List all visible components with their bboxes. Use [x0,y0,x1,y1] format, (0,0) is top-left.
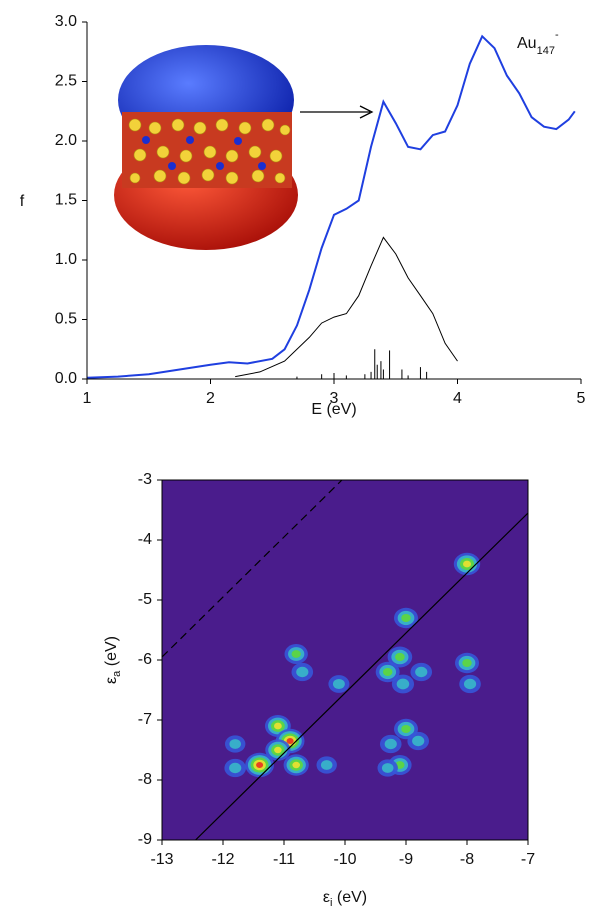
hotspot [283,754,309,776]
label-subscript: a [111,670,123,677]
y-axis-label: εa (eV) [103,636,123,684]
annotation-subscript: 147 [537,45,555,57]
hotspot [455,652,479,674]
hotspot [377,759,398,777]
reference-line [195,512,528,840]
hotspot [375,661,400,683]
label-unit: (eV) [332,889,367,906]
x-tick-label: -10 [333,851,356,868]
hotspot [328,675,350,693]
arrow-head [359,105,374,119]
hotspot-level [274,746,282,754]
hotspot [387,646,413,668]
y-tick-label: 3.0 [55,13,77,30]
y-tick-label: -8 [138,771,152,788]
hotspot-level [463,678,477,690]
y-tick-label: -9 [138,831,152,848]
hotspot [459,674,481,694]
label-unit: (eV) [103,636,120,671]
reference-line [162,480,343,658]
y-tick-label: 1.0 [55,251,77,268]
hotspot-level [291,650,301,658]
hotspot-level [401,724,411,734]
x-tick-label: -8 [460,851,474,868]
hotspot-level [229,739,241,749]
hotspot-level [292,761,301,769]
x-tick-label: 4 [453,390,462,407]
y-tick-label: -6 [138,651,152,668]
hotspot-level [286,737,294,745]
hotspot-level [401,613,411,623]
hotspot [407,731,430,751]
hotspot-level [320,760,333,770]
hotspot [224,758,246,778]
y-tick-label: 2.0 [55,132,77,149]
hotspot-level [384,738,397,750]
hotspot-level [274,722,282,730]
annotation-superscript: - [555,29,559,41]
hotspot-level [382,667,393,677]
hotspot-level [412,735,425,747]
x-tick-label: -11 [273,851,295,868]
hotspot-level [332,678,345,690]
x-tick-label: 2 [206,390,215,407]
hotspot-level [296,666,309,678]
hotspot [391,674,415,694]
series-line [235,236,458,378]
y-axis-label: f [20,193,25,210]
x-axis-label: εi (eV) [323,889,367,909]
x-tick-label: 3 [330,390,339,407]
x-tick-label: -7 [521,851,535,868]
series-line [86,34,576,379]
hotspot-level [463,560,471,568]
label-symbol: ε [323,889,330,906]
y-tick-label: 1.5 [55,192,77,209]
label-subscript: i [330,897,332,909]
y-tick-label: -5 [138,591,152,608]
hotspot [316,756,337,774]
hotspot-level [381,763,394,773]
hotspot [225,735,246,753]
y-tick-label: -7 [138,711,152,728]
hotspot [379,734,402,754]
y-tick-label: 2.5 [55,73,77,90]
hotspot [291,662,314,682]
annotation: Au147- [517,29,559,57]
y-tick-label: 0.0 [55,370,77,387]
x-tick-label: 5 [577,390,586,407]
x-tick-label: -12 [211,851,234,868]
hotspot [394,607,418,629]
hotspot [410,662,433,682]
y-tick-label: 0.5 [55,311,77,328]
hotspot-level [395,652,405,662]
hotspot [284,644,308,664]
y-tick-label: -4 [138,531,152,548]
x-axis-label: E (eV) [311,401,356,418]
hotspot-level [415,666,428,678]
x-tick-label: -9 [399,851,413,868]
label-symbol: ε [103,677,120,684]
hotspot [265,739,291,761]
hotspot-level [396,678,410,690]
hotspot-level [462,658,472,668]
annotation-text: Au [517,35,537,52]
y-tick-label: -3 [138,471,152,488]
hotspot [245,752,274,778]
x-tick-label: -13 [150,851,173,868]
x-tick-label: 1 [83,390,92,407]
molecule-inset [114,45,298,250]
hotspot-level [229,762,242,774]
hotspot-level [256,761,264,769]
